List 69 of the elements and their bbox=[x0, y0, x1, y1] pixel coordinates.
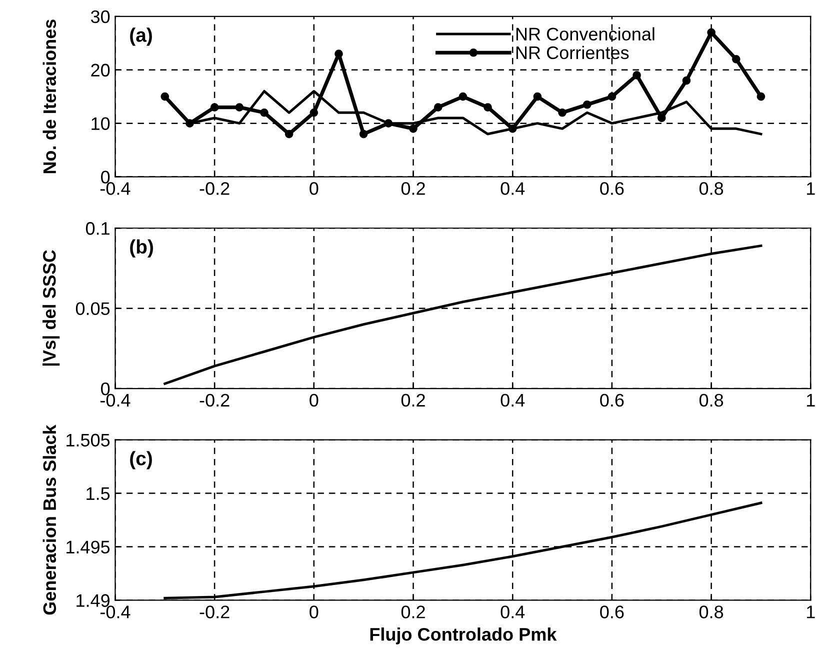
x-tick-label: 1 bbox=[807, 606, 815, 618]
y-axis-title: |Vs| del SSSC bbox=[42, 250, 60, 366]
point bbox=[582, 100, 592, 109]
annotation: (b) bbox=[130, 239, 153, 258]
point bbox=[608, 92, 616, 101]
x-tick-label: 0.2 bbox=[401, 394, 425, 407]
point bbox=[210, 103, 219, 112]
x-tick-label: 0.6 bbox=[600, 394, 624, 407]
x-tick-label: 0.8 bbox=[699, 606, 724, 618]
point bbox=[508, 124, 517, 133]
x-tick-label: 0.2 bbox=[401, 182, 425, 195]
point bbox=[409, 124, 418, 133]
point bbox=[632, 71, 641, 80]
x-tick-label: -0.4 bbox=[100, 606, 130, 618]
point bbox=[384, 119, 393, 128]
point bbox=[260, 108, 268, 117]
point bbox=[707, 28, 716, 37]
point bbox=[682, 76, 691, 85]
x-tick-label: -0.4 bbox=[100, 394, 130, 407]
point bbox=[186, 119, 194, 128]
point bbox=[284, 130, 294, 138]
y-tick-label: 0.05 bbox=[76, 302, 110, 316]
annotation: (a) bbox=[130, 28, 152, 46]
x-tick-label: 0 bbox=[310, 394, 318, 407]
x-tick-label: 0.6 bbox=[600, 606, 624, 618]
point bbox=[484, 103, 492, 112]
point bbox=[160, 92, 170, 101]
point bbox=[533, 92, 542, 101]
y-tick-label: 0 bbox=[101, 382, 110, 396]
point bbox=[310, 108, 318, 117]
x-tick-label: -0.2 bbox=[200, 606, 230, 618]
point bbox=[657, 114, 666, 122]
x-tick-label: 0.8 bbox=[699, 394, 724, 407]
y-tick-label: 1.5 bbox=[86, 487, 110, 500]
y-axis-title: No. de Iteraciones bbox=[42, 20, 56, 174]
x-tick-label: -0.4 bbox=[100, 182, 130, 195]
x-tick-label: 0.2 bbox=[401, 606, 425, 618]
point bbox=[359, 130, 368, 138]
x-tick-label: 1 bbox=[807, 182, 815, 195]
y-tick-label: 10 bbox=[92, 117, 110, 130]
x-tick-label: 0.4 bbox=[500, 394, 525, 407]
annotation: (c) bbox=[130, 451, 152, 470]
y-tick-label: 20 bbox=[91, 64, 110, 77]
x-tick-label: 0.4 bbox=[500, 606, 525, 618]
point bbox=[732, 55, 740, 64]
y-tick-label: 0.1 bbox=[86, 222, 110, 235]
x-tick-label: 0 bbox=[310, 182, 318, 195]
y-axis-title: Generacion Bus Slack bbox=[42, 424, 56, 615]
x-tick-label: -0.2 bbox=[200, 394, 230, 407]
y-tick-label: 30 bbox=[90, 10, 110, 24]
x-tick-label: -0.2 bbox=[200, 182, 230, 195]
x-axis-title: Flujo Controlado Pmk bbox=[370, 627, 557, 644]
y-tick-label: 1.495 bbox=[66, 540, 110, 554]
x-tick-label: 1 bbox=[807, 394, 815, 406]
point bbox=[458, 92, 468, 101]
point bbox=[756, 92, 766, 101]
x-tick-label: 0.6 bbox=[600, 182, 624, 195]
x-tick-label: 0 bbox=[310, 606, 318, 618]
y-tick-label: 1.505 bbox=[66, 434, 110, 447]
legend-label: NR Corrientes bbox=[516, 46, 629, 60]
point bbox=[334, 50, 343, 58]
x-tick-label: 0.8 bbox=[699, 182, 724, 195]
x-tick-label: 0.4 bbox=[500, 182, 525, 195]
point bbox=[235, 103, 244, 112]
y-tick-label: 0 bbox=[101, 170, 110, 184]
point bbox=[434, 103, 442, 112]
point bbox=[558, 108, 566, 117]
legend-label: NR Convencional bbox=[516, 27, 654, 40]
y-tick-label: 1.49 bbox=[76, 594, 110, 607]
